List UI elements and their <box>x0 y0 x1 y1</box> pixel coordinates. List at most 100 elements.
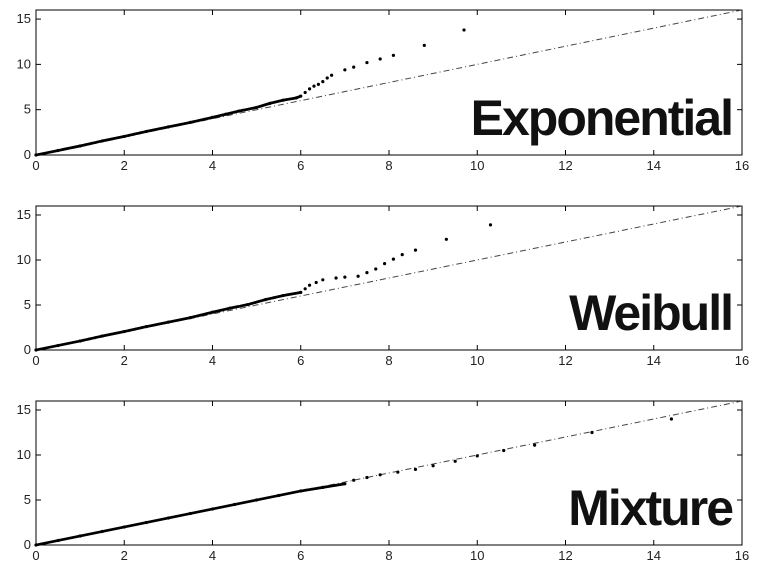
mixture-x-tick-label: 12 <box>558 548 572 563</box>
weibull-data-point <box>488 223 493 227</box>
weibull-x-tick-label: 14 <box>647 353 661 368</box>
exponential-panel-label: Exponential <box>471 90 732 146</box>
mixture-x-tick-label: 2 <box>121 548 128 563</box>
weibull-data-point <box>246 302 250 307</box>
exponential-data-point <box>281 98 285 102</box>
mixture-y-tick-label: 5 <box>24 492 31 507</box>
mixture-data-point <box>396 470 400 474</box>
mixture-data-point <box>378 473 382 477</box>
weibull-data-point <box>210 310 215 314</box>
weibull-data-point <box>100 334 104 338</box>
exponential-data-point <box>166 125 170 129</box>
mixture-x-tick-label: 6 <box>297 548 304 563</box>
exponential-data-point <box>56 148 60 153</box>
exponential-data-point <box>365 60 369 65</box>
mixture-data-point <box>533 443 537 447</box>
mixture-data-point <box>277 493 281 498</box>
mixture-data-point <box>34 543 38 547</box>
exponential-data-point <box>188 120 193 124</box>
mixture-panel: 0 2 4 6 8 10 12 14 16 0 5 10 15 Mixture <box>17 400 749 563</box>
exponential-x-tick-label: 4 <box>209 158 216 173</box>
mixture-y-tick-label: 15 <box>17 402 31 417</box>
exponential-x-tick-label: 12 <box>558 158 572 173</box>
weibull-x-tick-label: 12 <box>558 353 572 368</box>
weibull-y-tick-label: 5 <box>24 297 31 312</box>
mixture-data-point <box>475 454 479 458</box>
weibull-data-point <box>78 339 82 343</box>
weibull-x-tick-label: 10 <box>470 353 484 368</box>
weibull-data-point <box>444 237 448 241</box>
exponential-data-point <box>422 43 426 47</box>
mixture-data-point <box>210 507 215 511</box>
weibull-data-point <box>374 267 378 271</box>
exponential-x-tick-label: 14 <box>647 158 661 173</box>
mixture-data-point <box>166 516 170 520</box>
exponential-data-point <box>303 90 307 95</box>
weibull-data-point <box>166 320 170 324</box>
mixture-data-point <box>431 464 435 468</box>
exponential-data-point <box>378 57 382 61</box>
mixture-y-tick-label: 0 <box>24 537 31 552</box>
mixture-data-point <box>352 478 356 482</box>
mixture-data-point <box>669 417 674 421</box>
exponential-data-point <box>294 96 298 100</box>
exponential-data-point <box>391 53 396 57</box>
weibull-y-tick-label: 10 <box>17 252 31 267</box>
exponential-x-tick-label: 10 <box>470 158 484 173</box>
mixture-x-tick-label: 8 <box>385 548 392 563</box>
weibull-x-tick-label: 2 <box>121 353 128 368</box>
weibull-data-point <box>314 280 318 285</box>
weibull-data-point <box>382 262 387 266</box>
weibull-data-point <box>343 275 347 279</box>
mixture-data-point <box>321 485 325 489</box>
exponential-x-tick-label: 6 <box>297 158 304 173</box>
exponential-data-point <box>321 79 325 84</box>
exponential-x-tick-label: 2 <box>121 158 128 173</box>
mixture-data-point <box>144 520 148 525</box>
mixture-data-point <box>188 511 193 516</box>
weibull-data-point <box>122 329 126 334</box>
weibull-x-tick-label: 16 <box>735 353 749 368</box>
weibull-data-point <box>400 253 404 257</box>
mixture-x-tick-label: 0 <box>32 548 39 563</box>
mixture-data-point <box>453 459 457 463</box>
exponential-data-point <box>100 139 104 143</box>
exponential-y-tick-label: 10 <box>17 56 31 71</box>
weibull-data-point <box>263 298 268 302</box>
exponential-data-point <box>268 101 272 105</box>
weibull-data-point <box>56 343 60 348</box>
weibull-data-point <box>34 348 38 352</box>
mixture-x-tick-label: 4 <box>209 548 216 563</box>
weibull-data-point <box>303 287 307 291</box>
mixture-data-point <box>502 448 506 453</box>
exponential-data-point <box>255 105 259 110</box>
weibull-data-point <box>281 293 285 298</box>
exponential-data-point <box>330 73 334 77</box>
mixture-data-point <box>122 525 126 529</box>
weibull-data-point <box>356 274 360 278</box>
weibull-data-point <box>321 278 325 282</box>
exponential-data-point <box>34 153 38 157</box>
mixture-data-point <box>255 498 259 502</box>
mixture-data-point <box>590 430 594 435</box>
mixture-x-tick-label: 16 <box>735 548 749 563</box>
mixture-data-point <box>100 529 104 534</box>
mixture-y-tick-label: 10 <box>17 447 31 462</box>
exponential-y-tick-label: 0 <box>24 147 31 162</box>
mixture-data-point <box>299 489 303 493</box>
exponential-panel: 0 2 4 6 8 10 12 14 16 0 5 10 15 Exponential <box>17 9 749 173</box>
weibull-data-point <box>413 248 418 252</box>
weibull-data-point <box>391 257 396 261</box>
mixture-panel-label: Mixture <box>568 480 733 536</box>
exponential-data-point <box>122 134 126 139</box>
exponential-y-tick-label: 15 <box>17 11 31 26</box>
exponential-y-tick-label: 5 <box>24 102 31 117</box>
exponential-data-point <box>299 94 303 98</box>
weibull-data-point <box>365 271 369 275</box>
weibull-data-point <box>307 283 312 287</box>
weibull-x-tick-label: 6 <box>297 353 304 368</box>
exponential-data-point <box>312 84 316 88</box>
mixture-data-point <box>365 475 369 480</box>
mixture-data-point <box>232 502 237 507</box>
